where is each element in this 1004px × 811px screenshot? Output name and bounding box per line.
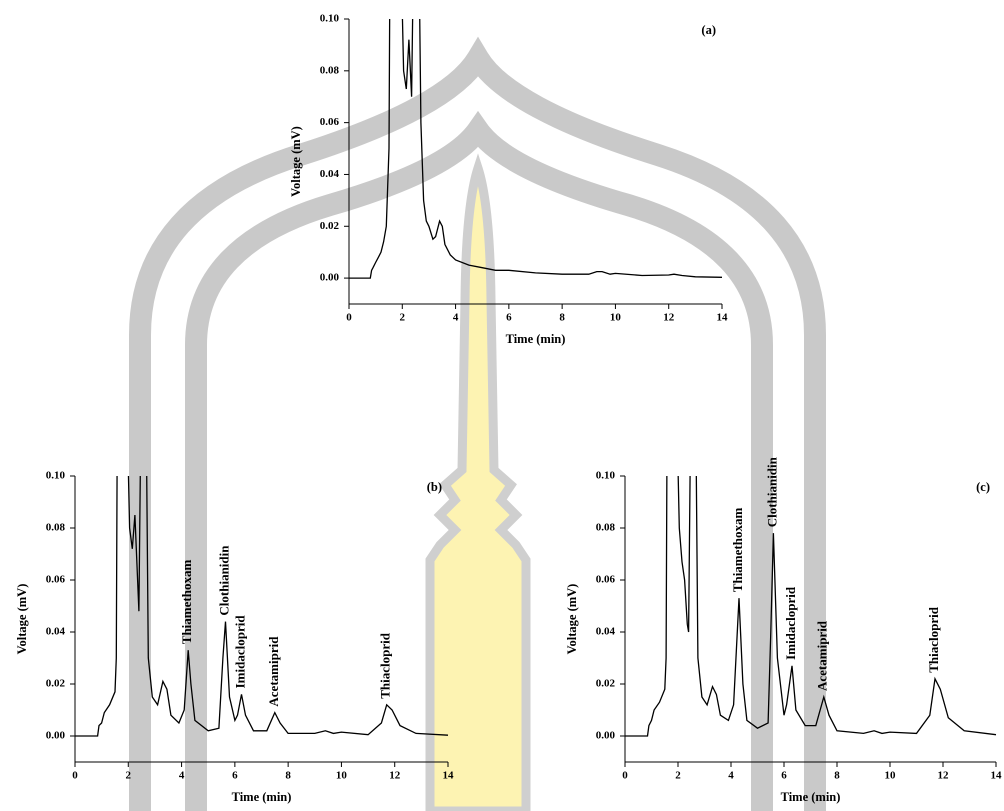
data-line	[625, 476, 997, 737]
y-tick-label: 0.04	[320, 168, 340, 180]
y-tick-label: 0.00	[320, 272, 340, 284]
x-tick-label: 12	[938, 770, 950, 782]
panel-label: (c)	[976, 480, 990, 494]
y-tick-label: 0.10	[596, 470, 616, 482]
x-tick-label: 0	[622, 770, 628, 782]
y-tick-label: 0.00	[46, 730, 66, 742]
peak-label: Thiacloprid	[378, 632, 393, 699]
peak-label: Thiamethoxam	[179, 560, 194, 645]
x-axis-label: Time (min)	[232, 790, 292, 804]
x-tick-label: 14	[443, 770, 455, 782]
peak-label: Imidacloprid	[233, 615, 248, 689]
x-tick-label: 0	[72, 770, 78, 782]
data-line	[75, 476, 449, 737]
y-tick-label: 0.00	[596, 730, 616, 742]
panel-label: (a)	[701, 23, 716, 37]
peak-label: Acetamiprid	[815, 620, 830, 691]
peak-label: Clothianidin	[217, 545, 232, 616]
watermark	[129, 36, 826, 811]
x-tick-label: 8	[834, 770, 840, 782]
data-line	[349, 19, 723, 279]
watermark-arch-inner	[185, 110, 773, 811]
x-tick-label: 6	[232, 770, 238, 782]
x-tick-label: 2	[400, 312, 406, 324]
x-tick-label: 4	[179, 770, 185, 782]
y-tick-label: 0.04	[46, 626, 66, 638]
y-axis-label: Voltage (mV)	[565, 584, 579, 655]
y-axis-label: Voltage (mV)	[289, 126, 303, 197]
y-tick-label: 0.02	[320, 220, 340, 232]
panel-label: (b)	[427, 480, 442, 494]
panel: 0 2 4 6 8 10 12 14 0.00 0.02 0.04 0.06 0.08 0.10 Time …	[565, 456, 1003, 804]
y-tick-label: 0.10	[46, 470, 66, 482]
x-tick-label: 8	[559, 312, 565, 324]
x-tick-label: 0	[346, 312, 352, 324]
x-axis-label: Time (min)	[506, 332, 566, 346]
y-tick-label: 0.06	[596, 574, 616, 586]
y-tick-label: 0.10	[320, 13, 340, 25]
peak-label: Thiamethoxam	[730, 508, 745, 593]
x-tick-label: 2	[126, 770, 132, 782]
y-tick-label: 0.06	[320, 116, 340, 128]
y-tick-label: 0.04	[596, 626, 616, 638]
x-tick-label: 10	[336, 770, 348, 782]
x-tick-label: 4	[453, 312, 459, 324]
panel: 0 2 4 6 8 10 12 14 0.00 0.02 0.04 0.06 0.08 0.10 Time …	[289, 13, 729, 346]
x-axis-label: Time (min)	[781, 790, 841, 804]
watermark-spire	[425, 153, 531, 811]
x-tick-label: 10	[885, 770, 897, 782]
peak-label: Clothianidin	[764, 456, 779, 527]
watermark-arch-outer	[129, 36, 826, 811]
panel: 0 2 4 6 8 10 12 14 0.00 0.02 0.04 0.06 0.08 0.10 Time …	[15, 470, 455, 804]
y-tick-label: 0.02	[596, 678, 616, 690]
y-axis-label: Voltage (mV)	[15, 584, 29, 655]
x-tick-label: 14	[991, 770, 1003, 782]
y-tick-label: 0.08	[320, 64, 340, 76]
x-tick-label: 10	[610, 312, 622, 324]
x-tick-label: 6	[506, 312, 512, 324]
x-tick-label: 4	[728, 770, 734, 782]
y-tick-label: 0.02	[46, 678, 66, 690]
peak-label: Thiacloprid	[926, 606, 941, 673]
peak-label: Imidacloprid	[783, 586, 798, 660]
y-tick-label: 0.08	[596, 522, 616, 534]
y-tick-label: 0.06	[46, 574, 66, 586]
x-tick-label: 12	[663, 312, 675, 324]
x-tick-label: 8	[285, 770, 291, 782]
peak-label: Acetamiprid	[266, 636, 281, 707]
x-tick-label: 6	[781, 770, 787, 782]
x-tick-label: 2	[675, 770, 681, 782]
x-tick-label: 14	[717, 312, 729, 324]
x-tick-label: 12	[389, 770, 401, 782]
y-tick-label: 0.08	[46, 522, 66, 534]
